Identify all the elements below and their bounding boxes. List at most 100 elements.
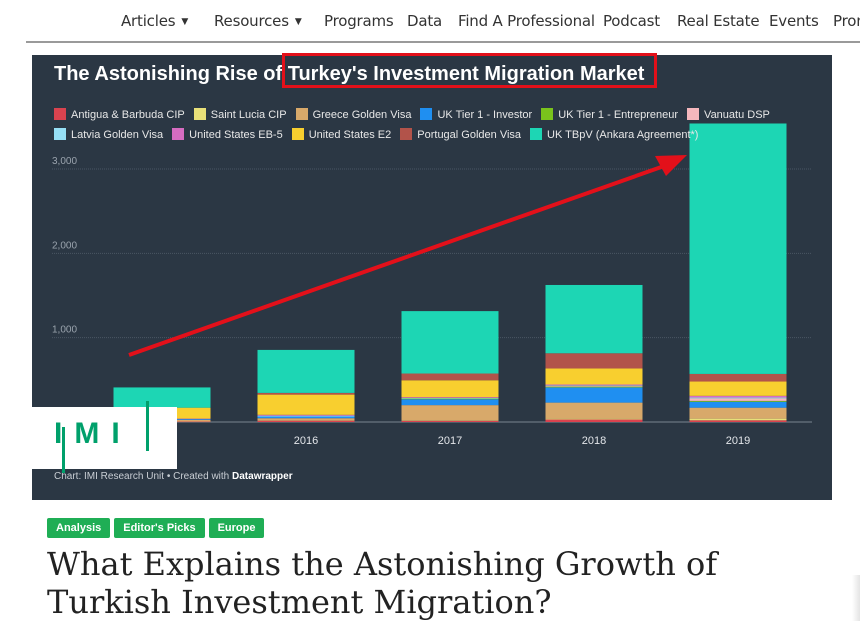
article-headline[interactable]: What Explains the Astonishing Growth of …: [47, 545, 718, 621]
x-tick-label: 2017: [438, 435, 462, 447]
bar-segment: [689, 418, 787, 421]
legend-swatch: [54, 108, 66, 120]
bar-segment: [257, 349, 355, 393]
bar-segment: [401, 399, 499, 406]
scroll-edge: [852, 575, 860, 621]
bar-segment: [401, 405, 499, 421]
tag-europe[interactable]: Europe: [208, 518, 265, 538]
legend-label: Antigua & Barbuda CIP: [71, 109, 185, 121]
legend-label: Saint Lucia CIP: [210, 109, 287, 121]
logo-bar: [62, 427, 65, 473]
y-tick-label: 2,000: [52, 240, 77, 251]
legend-swatch: [530, 128, 543, 140]
legend-label: UK TBpV (Ankara Agreement*): [547, 129, 699, 141]
legend-swatch: [295, 108, 308, 120]
chart-title: The Astonishing Rise of Turkey's Investm…: [54, 63, 645, 85]
nav-events[interactable]: Events: [769, 12, 819, 30]
tag-editors-picks[interactable]: Editor's Picks: [114, 518, 205, 538]
bar-segment: [545, 368, 643, 385]
legend-label: United States E2: [308, 129, 392, 141]
article-tags: Analysis Editor's Picks Europe: [47, 518, 268, 540]
nav-real-estate[interactable]: Real Estate: [677, 12, 760, 30]
legend-label: United States EB-5: [189, 129, 283, 141]
bar-segment: [257, 414, 355, 416]
bar-segment: [257, 416, 355, 419]
bar-segment: [257, 392, 355, 395]
title-highlight-box: [282, 53, 657, 88]
bar-segment: [689, 381, 787, 396]
nav-podcast[interactable]: Podcast: [603, 12, 660, 30]
legend-swatch: [400, 128, 413, 140]
chart-legend-row-1: Antigua & Barbuda CIP Saint Lucia CIP Gree…: [54, 108, 779, 124]
bar-segment: [401, 420, 499, 422]
bar-segment: [401, 397, 499, 399]
legend-item: Antigua & Barbuda CIP: [54, 108, 185, 121]
chart-source: Chart: IMI Research Unit • Created with …: [54, 471, 293, 482]
bar-segment: [689, 400, 787, 402]
chevron-down-icon: ▼: [294, 17, 302, 27]
bar-segment: [545, 419, 643, 422]
x-tick-label: 2016: [294, 435, 318, 447]
legend-item: UK Tier 1 - Entrepreneur: [541, 108, 678, 121]
bar-segment: [689, 123, 787, 374]
y-tick-label: 3,000: [52, 156, 77, 167]
legend-item: Greece Golden Visa: [295, 108, 412, 121]
legend-item: Portugal Golden Visa: [400, 128, 521, 141]
bar-segment: [689, 395, 787, 398]
legend-label: UK Tier 1 - Entrepreneur: [558, 109, 679, 121]
nav-data[interactable]: Data: [407, 12, 443, 30]
bar-segment: [257, 394, 355, 415]
bar-segment: [257, 418, 355, 421]
bar-segment: [401, 420, 499, 421]
legend-label: Vanuatu DSP: [704, 109, 770, 121]
bar-segment: [689, 401, 787, 408]
legend-label: UK Tier 1 - Investor: [437, 109, 533, 121]
imi-logo: IMI: [32, 401, 177, 473]
nav-find-a-professional[interactable]: Find A Professional: [458, 12, 595, 30]
y-tick-label: 1,000: [52, 325, 77, 336]
bar-segment: [545, 353, 643, 369]
nav-divider: [26, 41, 860, 43]
bar-segment: [257, 415, 355, 417]
nav-resources[interactable]: Resources ▼: [214, 12, 302, 30]
legend-label: Greece Golden Visa: [312, 109, 412, 121]
bar-segment: [401, 398, 499, 400]
legend-swatch: [541, 108, 554, 120]
bar-segment: [401, 311, 499, 374]
legend-item: Saint Lucia CIP: [193, 108, 287, 121]
nav-articles[interactable]: Articles ▼: [121, 12, 189, 30]
legend-item: United States EB-5: [172, 128, 283, 141]
legend-item: Latvia Golden Visa: [54, 128, 163, 141]
nav-pron[interactable]: Pron: [833, 12, 860, 30]
bar-segment: [545, 402, 643, 419]
legend-swatch: [172, 128, 185, 140]
bar-segment: [545, 384, 643, 386]
legend-item: UK Tier 1 - Investor: [420, 108, 532, 121]
bar-segment: [257, 420, 355, 422]
nav-programs[interactable]: Programs: [324, 12, 394, 30]
top-navigation: Articles ▼ Resources ▼ Programs Data Find …: [0, 0, 860, 43]
legend-swatch: [291, 128, 304, 140]
bar-segment: [545, 385, 643, 386]
legend-swatch: [420, 108, 433, 120]
x-tick-label: 2018: [582, 435, 606, 447]
legend-label: Latvia Golden Visa: [71, 129, 164, 141]
bar-segment: [545, 385, 643, 387]
bar-segment: [401, 380, 499, 398]
legend-swatch: [687, 108, 700, 120]
x-tick-label: 2019: [726, 435, 750, 447]
logo-bar: [146, 401, 149, 451]
legend-item: United States E2: [291, 128, 392, 141]
bar-segment: [689, 407, 787, 419]
trend-arrow-line: [128, 163, 668, 357]
legend-item: UK TBpV (Ankara Agreement*): [530, 128, 698, 141]
chevron-down-icon: ▼: [181, 17, 189, 27]
legend-label: Portugal Golden Visa: [417, 129, 522, 141]
legend-item: Vanuatu DSP: [687, 108, 770, 121]
trend-arrow-head: [655, 155, 687, 176]
bar-segment: [401, 397, 499, 398]
bar-segment: [689, 398, 787, 401]
tag-analysis[interactable]: Analysis: [47, 518, 111, 538]
legend-swatch: [54, 128, 66, 140]
